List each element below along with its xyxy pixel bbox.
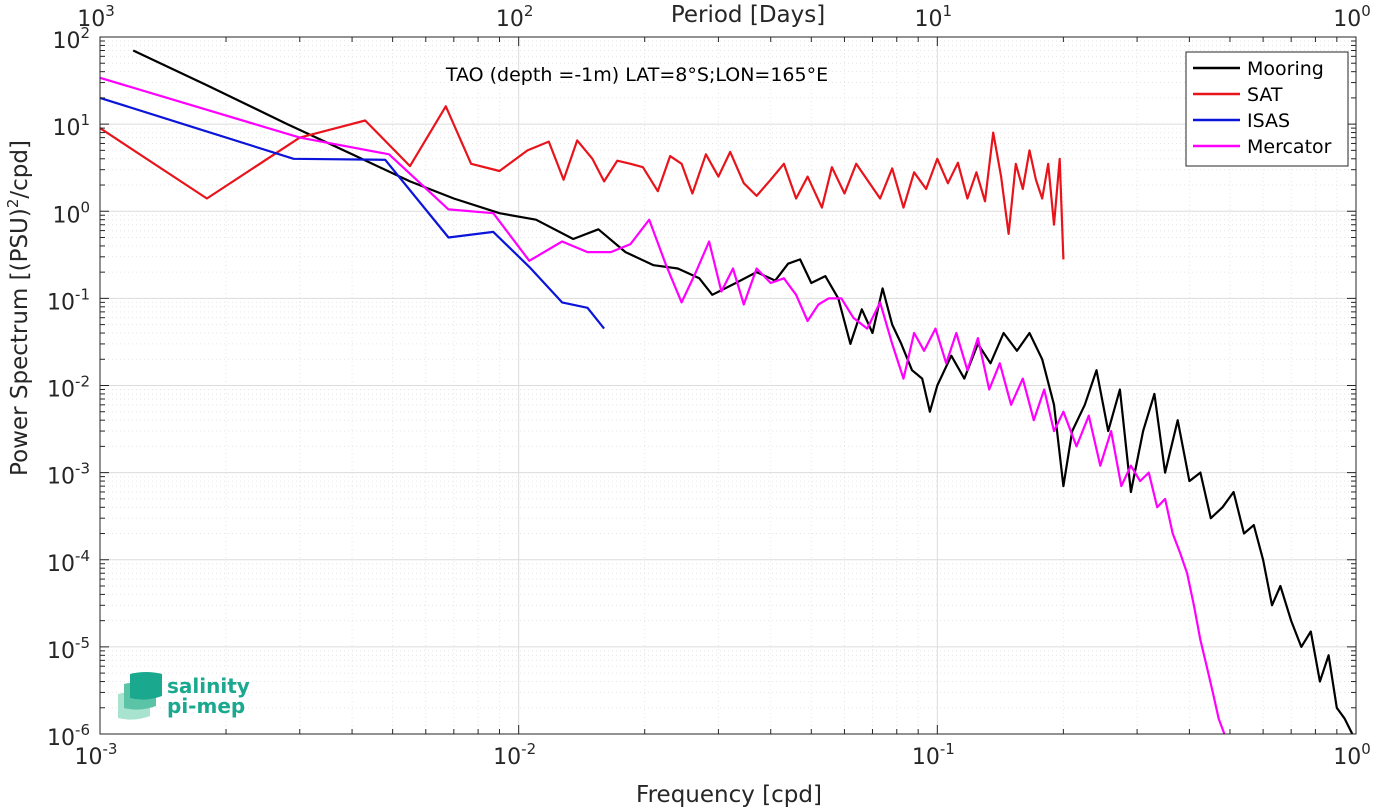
y-tick-label: 10-4 bbox=[47, 547, 90, 577]
tick-exponent: 1 bbox=[943, 2, 953, 20]
x-tick-label: 10-1 bbox=[912, 740, 955, 770]
major-grid bbox=[100, 37, 1356, 734]
tick-marks bbox=[99, 36, 1357, 735]
tick-exponent: 2 bbox=[524, 2, 534, 20]
tick-base: 10 bbox=[915, 7, 943, 32]
series-line-mercator bbox=[99, 76, 1226, 735]
legend-label-mooring: Mooring bbox=[1247, 58, 1324, 80]
series-layer bbox=[99, 49, 1354, 735]
y-tick-label: 101 bbox=[52, 111, 90, 141]
logo-text-pi-mep: pi-mep bbox=[167, 694, 245, 718]
tick-exponent: -6 bbox=[75, 721, 90, 739]
y-tick-label: 102 bbox=[52, 24, 90, 54]
tick-exponent: -2 bbox=[521, 740, 536, 758]
tick-exponent: -4 bbox=[75, 547, 90, 565]
tick-base: 10 bbox=[912, 745, 940, 770]
x2-tick-label: 102 bbox=[496, 2, 534, 32]
tick-exponent: -3 bbox=[103, 740, 118, 758]
top-axis-label: Period [Days] bbox=[671, 2, 825, 28]
top-period-tick-labels: 103 102 101 100 bbox=[77, 2, 1371, 32]
tick-base: 10 bbox=[47, 552, 75, 577]
tick-base: 10 bbox=[52, 203, 80, 228]
y-axis-label-superscript: 2 bbox=[4, 199, 22, 209]
y-axis-label: Power Spectrum [(PSU)2/cpd] bbox=[4, 140, 33, 476]
y-tick-label: 10-6 bbox=[47, 721, 90, 751]
x-tick-labels: 10-3 10-2 10-1 100 bbox=[75, 740, 1371, 770]
tick-base: 10 bbox=[493, 745, 521, 770]
tick-exponent: -2 bbox=[75, 373, 90, 391]
series-line-isas bbox=[99, 96, 605, 330]
tick-exponent: 0 bbox=[1361, 740, 1371, 758]
x-tick-label: 10-3 bbox=[75, 740, 118, 770]
salinity-pi-mep-logo: salinity pi-mep bbox=[118, 672, 250, 720]
y-axis-label-main: Power Spectrum [(PSU) bbox=[7, 208, 33, 476]
y-axis-label-tail: /cpd] bbox=[7, 140, 33, 199]
tick-exponent: 0 bbox=[80, 198, 90, 216]
tick-base: 10 bbox=[1333, 745, 1361, 770]
y-tick-label: 100 bbox=[52, 198, 90, 228]
series-line-sat bbox=[99, 105, 1065, 260]
tick-exponent: 3 bbox=[105, 2, 115, 20]
tick-exponent: -3 bbox=[75, 460, 90, 478]
legend-label-isas: ISAS bbox=[1247, 110, 1290, 132]
tick-base: 10 bbox=[47, 639, 75, 664]
x-axis-label: Frequency [cpd] bbox=[636, 782, 822, 808]
x-tick-label: 10-2 bbox=[493, 740, 536, 770]
tick-base: 10 bbox=[47, 726, 75, 751]
series-line-mooring bbox=[132, 49, 1354, 735]
tick-base: 10 bbox=[77, 7, 105, 32]
y-tick-label: 10-5 bbox=[47, 634, 90, 664]
legend: Mooring SAT ISAS Mercator bbox=[1185, 51, 1349, 167]
tick-base: 10 bbox=[52, 29, 80, 54]
tick-base: 10 bbox=[47, 465, 75, 490]
logo-wave-icon bbox=[130, 672, 162, 700]
x2-tick-label: 103 bbox=[77, 2, 115, 32]
x-tick-label: 100 bbox=[1333, 740, 1371, 770]
tick-base: 10 bbox=[47, 290, 75, 315]
tick-base: 10 bbox=[47, 378, 75, 403]
tick-base: 10 bbox=[496, 7, 524, 32]
tick-exponent: -1 bbox=[75, 285, 90, 303]
tick-exponent: 1 bbox=[80, 111, 90, 129]
chart-title: TAO (depth =-1m) LAT=8°S;LON=165°E bbox=[445, 64, 828, 86]
tick-base: 10 bbox=[1333, 7, 1361, 32]
y-tick-label: 10-1 bbox=[47, 285, 90, 315]
logo-text-salinity: salinity bbox=[167, 674, 250, 698]
tick-base: 10 bbox=[75, 745, 103, 770]
y-tick-label: 10-3 bbox=[47, 460, 90, 490]
tick-exponent: -5 bbox=[75, 634, 90, 652]
tick-exponent: 0 bbox=[1361, 2, 1371, 20]
tick-exponent: 2 bbox=[80, 24, 90, 42]
tick-exponent: -1 bbox=[940, 740, 955, 758]
y-tick-label: 10-2 bbox=[47, 373, 90, 403]
legend-label-mercator: Mercator bbox=[1247, 136, 1332, 158]
tick-base: 10 bbox=[52, 116, 80, 141]
x2-tick-label: 101 bbox=[915, 2, 953, 32]
x2-tick-label: 100 bbox=[1333, 2, 1371, 32]
legend-label-sat: SAT bbox=[1247, 84, 1283, 106]
